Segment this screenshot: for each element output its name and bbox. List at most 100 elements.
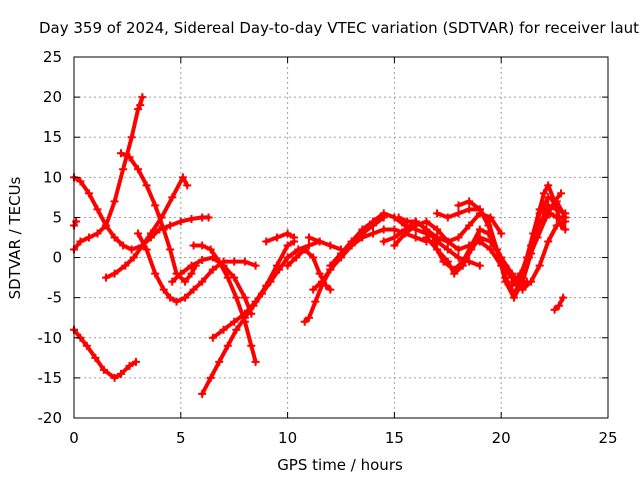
data-point-marker bbox=[181, 277, 190, 286]
data-point-marker bbox=[529, 229, 538, 238]
data-point-marker bbox=[539, 205, 548, 214]
plot-frame bbox=[73, 56, 609, 419]
data-point-marker bbox=[317, 277, 326, 286]
data-point-marker bbox=[527, 277, 536, 286]
data-point-marker bbox=[379, 237, 388, 246]
data-point-marker bbox=[559, 293, 568, 302]
data-point-marker bbox=[189, 241, 198, 250]
data-point-marker bbox=[125, 153, 134, 162]
data-point-marker bbox=[433, 225, 442, 234]
data-point-marker bbox=[433, 209, 442, 218]
data-point-marker bbox=[151, 201, 160, 210]
data-point-marker bbox=[251, 357, 260, 366]
data-point-marker bbox=[232, 325, 241, 334]
data-point-marker bbox=[347, 237, 356, 246]
data-point-marker bbox=[208, 333, 217, 342]
data-point-marker bbox=[309, 253, 318, 262]
y-tick-label: -5 bbox=[47, 289, 62, 307]
data-point-marker bbox=[272, 233, 281, 242]
data-point-marker bbox=[465, 197, 474, 206]
x-tick-label: 0 bbox=[69, 429, 79, 447]
data-point-marker bbox=[84, 233, 93, 242]
data-point-marker bbox=[300, 245, 309, 254]
data-point-marker bbox=[110, 269, 119, 278]
data-point-marker bbox=[492, 245, 501, 254]
data-point-marker bbox=[93, 205, 102, 214]
x-tick-label: 5 bbox=[176, 429, 186, 447]
data-point-marker bbox=[181, 293, 190, 302]
data-point-marker bbox=[315, 269, 324, 278]
data-point-marker bbox=[550, 305, 559, 314]
data-point-marker bbox=[102, 273, 111, 282]
series-track-12 bbox=[262, 229, 299, 246]
series-line bbox=[328, 215, 386, 268]
data-point-marker bbox=[91, 353, 100, 362]
data-point-marker bbox=[206, 245, 215, 254]
data-point-marker bbox=[443, 245, 452, 254]
data-point-marker bbox=[187, 269, 196, 278]
data-point-marker bbox=[178, 173, 187, 182]
series-line bbox=[264, 231, 296, 244]
data-point-marker bbox=[127, 245, 136, 254]
data-point-marker bbox=[262, 237, 271, 246]
data-point-marker bbox=[146, 229, 155, 238]
data-point-marker bbox=[283, 241, 292, 250]
data-point-marker bbox=[262, 281, 271, 290]
data-point-marker bbox=[454, 201, 463, 210]
data-point-marker bbox=[204, 213, 213, 222]
data-point-marker bbox=[189, 285, 198, 294]
data-point-marker bbox=[283, 253, 292, 262]
data-point-marker bbox=[166, 245, 175, 254]
data-point-marker bbox=[311, 297, 320, 306]
data-point-marker bbox=[119, 165, 128, 174]
data-point-marker bbox=[411, 233, 420, 242]
data-point-marker bbox=[290, 233, 299, 242]
data-point-marker bbox=[121, 261, 130, 270]
data-point-marker bbox=[136, 101, 145, 110]
series-track-17 bbox=[326, 213, 388, 270]
series-line bbox=[104, 175, 190, 280]
data-point-marker bbox=[300, 317, 309, 326]
data-point-marker bbox=[454, 233, 463, 242]
data-point-marker bbox=[379, 213, 388, 222]
data-point-marker bbox=[544, 237, 553, 246]
data-point-marker bbox=[134, 229, 143, 238]
data-point-marker bbox=[501, 273, 510, 282]
data-point-marker bbox=[187, 261, 196, 270]
data-point-marker bbox=[110, 233, 119, 242]
data-point-marker bbox=[198, 389, 207, 398]
data-point-marker bbox=[208, 265, 217, 274]
data-point-marker bbox=[539, 189, 548, 198]
data-point-marker bbox=[110, 373, 119, 382]
data-point-marker bbox=[251, 261, 260, 270]
y-tick-label: -15 bbox=[38, 369, 63, 387]
series-track-06 bbox=[116, 149, 200, 286]
data-point-marker bbox=[198, 241, 207, 250]
data-point-marker bbox=[168, 193, 177, 202]
series-line bbox=[72, 175, 211, 252]
data-point-marker bbox=[134, 105, 143, 114]
data-point-marker bbox=[454, 253, 463, 262]
axis-ticks: 0 5 10 15 20 25 -20 -15 -10 -5 0 5 10 15 20 25 bbox=[38, 48, 618, 447]
data-point-marker bbox=[443, 237, 452, 246]
data-point-marker bbox=[422, 217, 431, 226]
series-track-13 bbox=[283, 245, 335, 294]
data-point-marker bbox=[84, 189, 93, 198]
data-point-marker bbox=[422, 225, 431, 234]
data-point-marker bbox=[450, 265, 459, 274]
data-point-marker bbox=[187, 215, 196, 224]
y-tick-label: -20 bbox=[38, 409, 63, 427]
data-point-marker bbox=[465, 221, 474, 230]
data-point-marker bbox=[535, 261, 544, 270]
data-point-marker bbox=[72, 217, 81, 226]
data-point-marker bbox=[458, 257, 467, 266]
x-tick-label: 10 bbox=[278, 429, 297, 447]
data-point-marker bbox=[411, 217, 420, 226]
y-tick-label: 20 bbox=[43, 88, 62, 106]
x-tick-label: 15 bbox=[385, 429, 404, 447]
data-point-marker bbox=[119, 241, 128, 250]
data-point-marker bbox=[484, 221, 493, 230]
data-point-marker bbox=[99, 365, 108, 374]
series-track-28 bbox=[550, 293, 568, 314]
